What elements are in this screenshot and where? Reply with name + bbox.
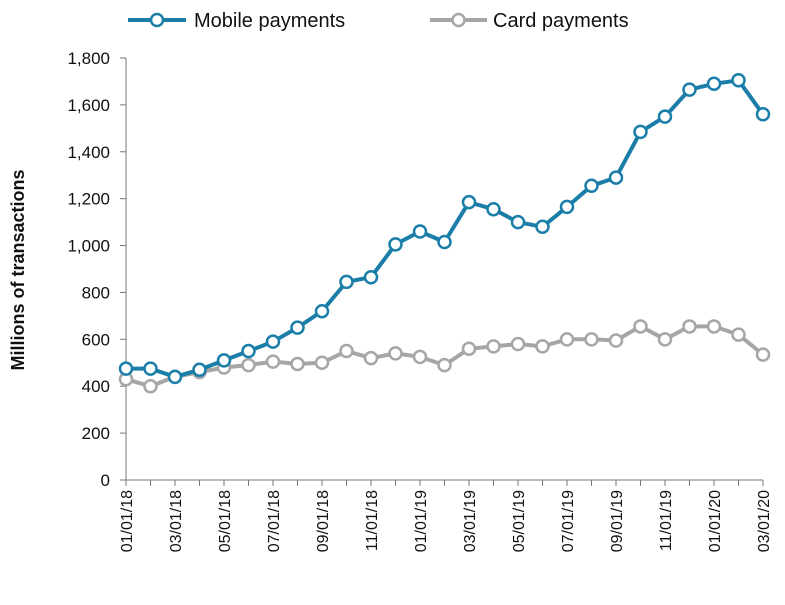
mobile-payments-point — [437, 234, 452, 250]
mobile-payments-point — [412, 224, 428, 239]
x-tick-label: 09/01/19 — [609, 490, 626, 552]
x-tick-label: 03/01/19 — [462, 490, 479, 552]
mobile-payments-line — [126, 78, 765, 379]
y-tick-label: 400 — [82, 377, 110, 396]
x-tick-label: 09/01/18 — [315, 490, 332, 552]
mobile-payments-point — [339, 274, 354, 290]
legend-label-mobile-payments: Mobile payments — [194, 10, 345, 32]
card-payments-point — [584, 332, 599, 347]
y-tick-label: 1,800 — [67, 49, 110, 68]
card-payments-point — [535, 339, 550, 354]
card-payments-point — [706, 319, 722, 334]
mobile-payments-point — [559, 199, 575, 215]
mobile-payments-point — [314, 303, 330, 319]
card-payments-point — [265, 354, 281, 369]
x-tick-label: 01/01/18 — [119, 490, 136, 552]
legend-marker-card-payments — [451, 12, 466, 28]
x-tick-label: 11/01/18 — [364, 490, 381, 551]
mobile-payments-point — [633, 124, 648, 140]
card-payments-point — [388, 346, 403, 361]
mobile-payments-point — [388, 237, 403, 252]
x-tick-label: 07/01/18 — [266, 490, 283, 552]
mobile-payments-point — [682, 82, 697, 97]
mobile-payments-point — [265, 334, 281, 349]
mobile-payments-point — [363, 269, 379, 285]
x-tick-label: 07/01/19 — [560, 490, 577, 552]
mobile-payments-point — [143, 361, 158, 376]
x-tick-label: 03/01/18 — [168, 490, 185, 552]
card-payments-point — [608, 333, 624, 348]
mobile-payments-point — [241, 343, 256, 359]
mobile-payments-point — [608, 170, 624, 185]
mobile-payments-point — [461, 194, 477, 210]
y-tick-label: 600 — [82, 330, 110, 349]
mobile-payments-point — [216, 353, 232, 368]
card-payments-point — [682, 319, 697, 334]
card-payments-point — [461, 341, 477, 356]
y-axis: 0 200 400 600 800 1,000 1,200 1,400 1,600 1,800 — [67, 49, 127, 490]
card-payments-point — [559, 332, 575, 347]
mobile-payments-point — [290, 320, 305, 335]
card-payments-point — [731, 327, 746, 342]
legend-label-card-payments: Card payments — [493, 10, 629, 32]
card-payments-point — [241, 357, 256, 373]
mobile-payments-point — [657, 109, 673, 124]
mobile-payments-point — [486, 201, 501, 217]
mobile-payments-point — [706, 76, 722, 92]
series-layer — [118, 73, 771, 394]
legend: Mobile payments Card payments — [128, 10, 629, 32]
legend-marker-mobile-payments — [149, 12, 165, 28]
card-payments-point — [657, 332, 673, 347]
card-payments-point — [633, 319, 648, 334]
x-tick-label: 03/01/20 — [756, 490, 773, 552]
y-tick-label: 200 — [82, 424, 110, 443]
card-payments-point — [339, 343, 354, 359]
mobile-payments-point — [731, 73, 746, 88]
mobile-payments-point — [535, 219, 550, 235]
x-axis: 01/01/18 03/01/18 05/01/18 07/01/18 09/01/18… — [119, 479, 773, 552]
x-tick-label: 01/01/20 — [707, 490, 724, 552]
card-payments-point — [314, 355, 330, 371]
y-tick-label: 1,600 — [67, 96, 110, 115]
mobile-payments-point — [584, 178, 599, 194]
x-tick-label: 01/01/19 — [413, 490, 430, 552]
x-tick-label: 11/01/19 — [658, 490, 675, 551]
y-tick-label: 1,000 — [67, 237, 110, 256]
mobile-payments-point — [167, 369, 183, 385]
mobile-payments-point — [192, 362, 207, 378]
card-payments-point — [143, 378, 158, 394]
card-payments-point — [412, 349, 428, 365]
card-payments-point — [510, 336, 526, 352]
y-tick-label: 1,400 — [67, 143, 110, 162]
y-tick-label: 1,200 — [67, 190, 110, 209]
card-payments-point — [486, 339, 501, 354]
x-tick-label: 05/01/18 — [217, 490, 234, 552]
y-axis-label: Millions of transactions — [8, 169, 28, 370]
card-payments-point — [437, 357, 452, 373]
mobile-payments-point — [755, 107, 771, 122]
y-tick-label: 0 — [101, 471, 110, 490]
card-payments-point — [363, 350, 379, 366]
y-tick-label: 800 — [82, 283, 110, 302]
card-payments-point — [290, 356, 305, 372]
x-tick-label: 05/01/19 — [511, 490, 528, 552]
card-payments-point — [755, 347, 771, 362]
mobile-payments-point — [510, 214, 526, 230]
mobile-payments-point — [118, 361, 134, 376]
